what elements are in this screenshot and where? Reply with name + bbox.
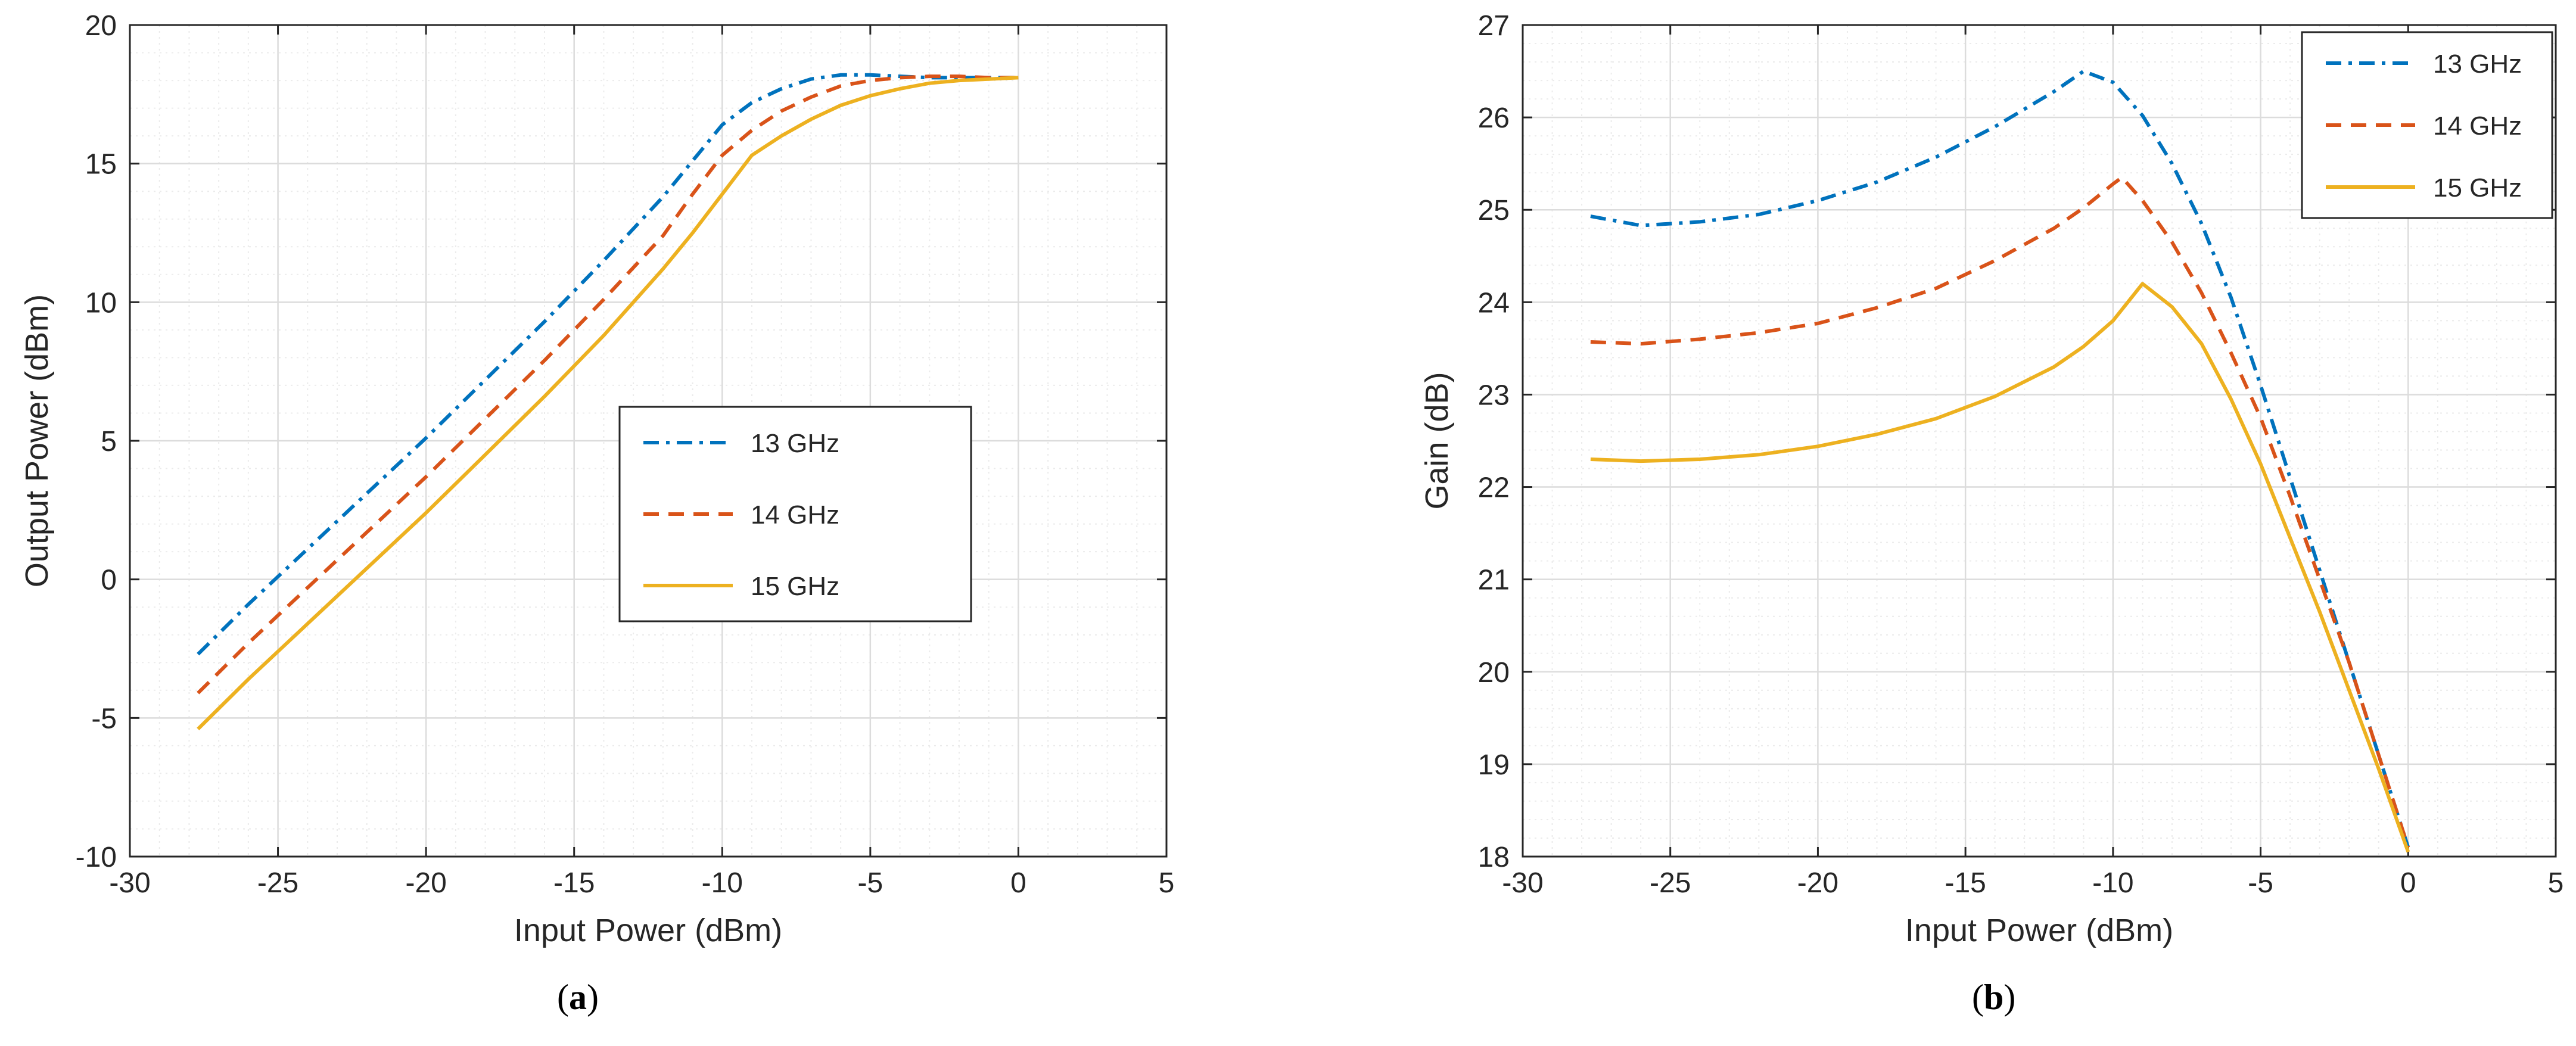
x-tick-label: -25 bbox=[1650, 867, 1691, 899]
legend-label: 13 GHz bbox=[2433, 49, 2522, 79]
x-tick-label: 5 bbox=[2548, 867, 2564, 899]
x-axis-label: Input Power (dBm) bbox=[1905, 913, 2173, 948]
x-tick-label: -30 bbox=[1502, 867, 1543, 899]
y-tick-label: -5 bbox=[91, 703, 117, 734]
legend-label: 15 GHz bbox=[751, 572, 839, 601]
y-tick-label: 21 bbox=[1478, 565, 1510, 596]
x-tick-label: -30 bbox=[109, 867, 150, 899]
legend-label: 15 GHz bbox=[2433, 173, 2522, 203]
y-tick-label: 25 bbox=[1478, 195, 1510, 226]
y-tick-label: 22 bbox=[1478, 472, 1510, 504]
x-tick-label: -5 bbox=[2248, 867, 2273, 899]
caption-a: (a) bbox=[557, 977, 599, 1017]
caption-b: (b) bbox=[1972, 977, 2016, 1017]
x-tick-label: 5 bbox=[1159, 867, 1175, 899]
y-tick-label: 24 bbox=[1478, 287, 1510, 319]
y-tick-label: 20 bbox=[1478, 657, 1510, 689]
legend-label: 13 GHz bbox=[751, 429, 839, 458]
x-tick-label: -15 bbox=[1945, 867, 1986, 899]
y-tick-label: 20 bbox=[85, 10, 117, 42]
y-axis-label: Gain (dB) bbox=[1419, 372, 1455, 509]
tick-marks bbox=[1522, 24, 2557, 858]
x-tick-label: 0 bbox=[2400, 867, 2416, 899]
x-tick-label: -25 bbox=[257, 867, 298, 899]
x-tick-label: -15 bbox=[553, 867, 595, 899]
y-axis-label: Output Power (dBm) bbox=[19, 294, 55, 587]
y-tick-label: 18 bbox=[1478, 842, 1510, 873]
series-line-14-ghz bbox=[197, 74, 1019, 695]
y-tick-label: 19 bbox=[1478, 749, 1510, 781]
legend: 13 GHz 14 GHz 15 GHz bbox=[618, 406, 972, 622]
series-line-15-ghz bbox=[1590, 282, 2410, 853]
legend-label: 14 GHz bbox=[2433, 111, 2522, 141]
tick-marks bbox=[129, 24, 1168, 858]
y-tick-label: 10 bbox=[85, 287, 117, 319]
x-tick-label: -5 bbox=[858, 867, 883, 899]
caption-a-label: a bbox=[568, 977, 587, 1017]
x-tick-label: -10 bbox=[2092, 867, 2133, 899]
x-axis-label: Input Power (dBm) bbox=[514, 913, 782, 948]
y-tick-label: 0 bbox=[101, 565, 117, 596]
y-tick-label: 23 bbox=[1478, 379, 1510, 411]
legend-label: 14 GHz bbox=[751, 500, 839, 530]
x-tick-label: -20 bbox=[405, 867, 446, 899]
chart-a-output-power: -30 -25 -20 -15 -10 -5 0 5 -10 -5 0 5 10 15 20 Input Po… bbox=[19, 10, 1174, 948]
y-tick-label: 15 bbox=[85, 149, 117, 180]
y-tick-label: 5 bbox=[101, 426, 117, 457]
series-line-15-ghz bbox=[197, 76, 1019, 731]
axes-box bbox=[1522, 24, 2557, 858]
series-line-14-ghz bbox=[1590, 175, 2410, 848]
y-tick-label: 26 bbox=[1478, 102, 1510, 134]
series-line-13-ghz bbox=[197, 73, 1019, 656]
y-tick-label: 27 bbox=[1478, 10, 1510, 42]
y-tick-label: -10 bbox=[76, 842, 117, 873]
legend: 13 GHz 14 GHz 15 GHz bbox=[2301, 31, 2553, 219]
x-tick-label: -10 bbox=[702, 867, 743, 899]
series-line-13-ghz bbox=[1590, 69, 2410, 848]
caption-b-label: b bbox=[1983, 977, 2004, 1017]
x-tick-label: -20 bbox=[1797, 867, 1838, 899]
chart-b-gain: -30 -25 -20 -15 -10 -5 0 5 18 19 20 21 22 23 24 25 26 27 I… bbox=[1419, 10, 2563, 948]
x-tick-label: 0 bbox=[1010, 867, 1026, 899]
